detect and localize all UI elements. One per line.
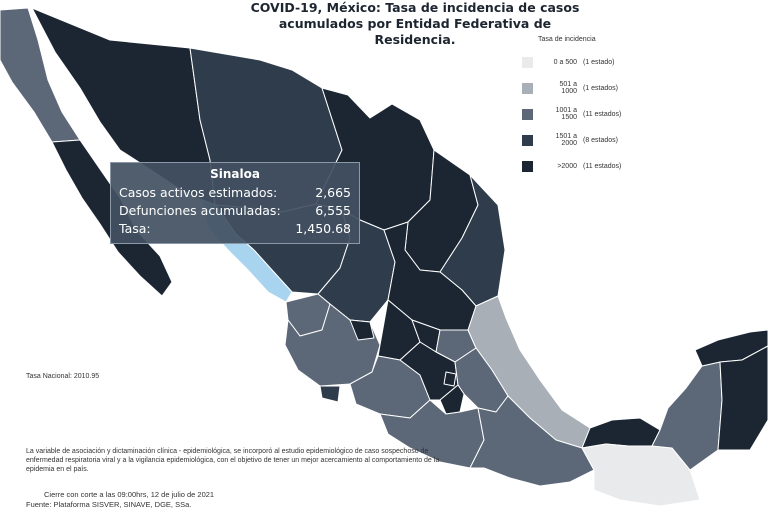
state-tooltip: Sinaloa Casos activos estimados: 2,665 D… [110,162,360,244]
tooltip-row: Casos activos estimados: 2,665 [119,184,351,202]
map-title: COVID-19, México: Tasa de incidencia de … [250,0,580,48]
legend-item: 1001 a 1500 (11 estados) [522,101,662,127]
tooltip-title: Sinaloa [210,167,260,181]
cutoff-date: Cierre con corte a las 09:00hrs, 12 de j… [44,490,215,499]
footer: Cierre con corte a las 09:00hrs, 12 de j… [26,490,214,510]
legend-range: 501 a 1000 [559,81,577,95]
tooltip-label: Defunciones acumuladas: [119,203,281,218]
title-line-1: COVID-19, México: Tasa de incidencia de … [250,0,580,15]
legend-range: >2000 [557,162,577,170]
state-tabasco[interactable] [581,417,661,449]
legend-item: 0 a 500 (1 estado) [522,49,662,75]
legend-item: 1501 a 2000 (8 estados) [522,127,662,153]
legend-swatch [522,56,533,68]
legend-count: (1 estado) [583,58,615,66]
legend-range: 1001 a 1500 [555,107,577,121]
legend-swatch [522,160,533,172]
state-colima[interactable] [319,385,341,403]
state-aguascalientes[interactable] [349,319,375,341]
state-quintana-roo[interactable] [717,345,768,451]
legend-count: (1 estados) [583,84,619,92]
tooltip-row: Tasa: 1,450.68 [119,220,351,238]
tooltip-value: 2,665 [315,185,351,200]
legend: Tasa de incidencia 0 a 500 (1 estado) 50… [522,36,662,179]
state-morelos[interactable] [439,384,465,415]
legend-range: 1501 a 2000 [555,133,577,147]
legend-swatch [522,108,533,120]
national-rate: Tasa Nacional: 2010.95 [26,373,100,380]
tooltip-row: Defunciones acumuladas: 6,555 [119,202,351,220]
state-cdmx[interactable] [443,371,457,387]
legend-swatch [522,82,533,94]
source-text: Fuente: Plataforma SISVER, SINAVE, DGE, … [26,500,192,509]
methodology-note: La variable de asociación y dictaminació… [26,448,440,473]
state-oaxaca[interactable] [469,395,595,487]
tooltip-value: 6,555 [315,203,351,218]
tooltip-value: 1,450.68 [295,221,351,236]
legend-swatch [522,134,533,146]
legend-range: 0 a 500 [553,58,577,66]
title-line-2: acumulados por Entidad Federativa de Res… [278,16,552,47]
legend-title: Tasa de incidencia [538,36,596,43]
legend-count: (11 estados) [583,162,622,170]
state-chiapas[interactable] [581,443,701,507]
tooltip-label: Casos activos estimados: [119,185,278,200]
legend-count: (8 estados) [583,136,619,144]
legend-item: 501 a 1000 (1 estados) [522,75,662,101]
legend-item: >2000 (11 estados) [522,153,662,179]
tooltip-label: Tasa: [119,221,151,236]
legend-count: (11 estados) [583,110,622,118]
